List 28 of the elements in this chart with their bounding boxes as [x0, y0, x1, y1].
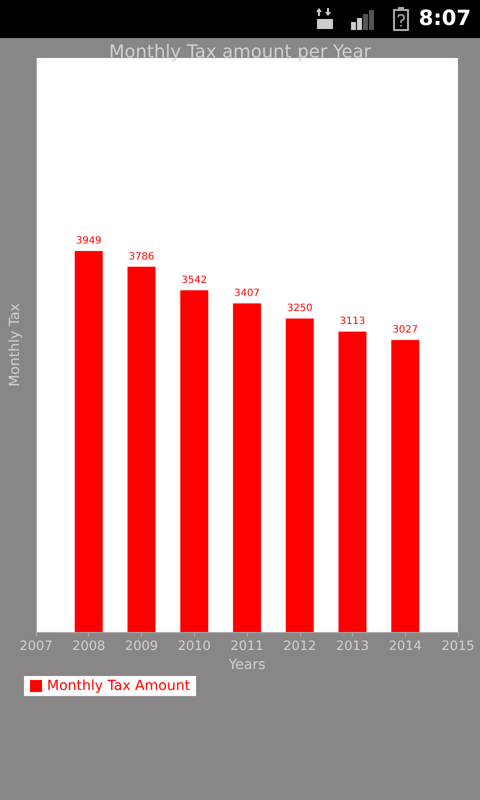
x-tick-label: 2011	[230, 639, 264, 654]
bar	[233, 303, 261, 632]
bar	[286, 318, 314, 632]
data-label: 3113	[340, 316, 366, 328]
data-label: 3786	[128, 251, 154, 262]
x-axis-title: Years	[228, 656, 266, 673]
legend-label: Monthly Tax Amount	[47, 678, 191, 694]
x-tick-label: 2008	[72, 639, 106, 654]
x-tick-label: 2010	[178, 639, 211, 654]
bar	[338, 332, 366, 632]
bar	[74, 251, 103, 632]
bar	[180, 290, 208, 632]
text: 8:07	[418, 6, 471, 30]
data-label: 3949	[76, 236, 102, 247]
bar	[391, 340, 420, 632]
x-tick-label: 2015	[441, 639, 475, 654]
bar	[128, 266, 156, 632]
x-tick-label: 2009	[124, 639, 158, 654]
x-tick-label: 2013	[336, 639, 370, 654]
data-label: 3542	[182, 274, 207, 286]
chart-title: Monthly Tax amount per Year	[108, 42, 372, 62]
data-label: 3250	[287, 302, 312, 314]
x-tick-label: 2007	[19, 639, 53, 654]
y-axis-title: Monthly Tax	[7, 303, 23, 387]
data-label: 3407	[234, 288, 260, 299]
x-tick-label: 2012	[283, 639, 316, 654]
data-label: 3027	[392, 324, 418, 336]
x-tick-label: 2014	[388, 639, 422, 654]
